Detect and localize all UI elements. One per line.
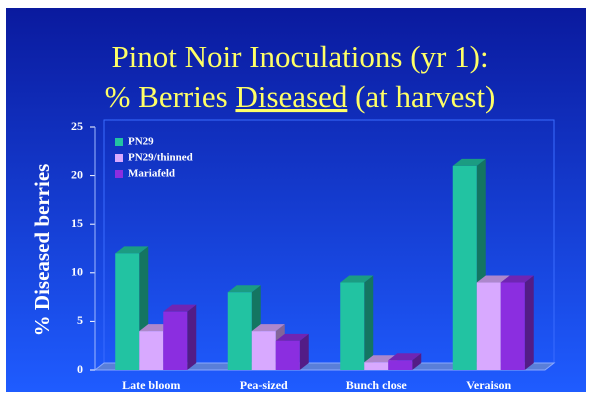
bar-side: [187, 304, 197, 370]
chart-title: % Berries Diseased (at harvest): [105, 79, 496, 114]
y-tick-label: 10: [71, 265, 83, 279]
bar-front: [163, 311, 188, 370]
title-part: (at harvest): [347, 79, 495, 114]
y-tick-label: 15: [71, 216, 83, 230]
bar-front: [476, 282, 501, 370]
x-tick-label: Pea-sized: [240, 378, 288, 392]
bar-top: [163, 304, 197, 312]
bar-top: [340, 275, 374, 283]
bar-front: [251, 331, 276, 370]
y-tick-label: 20: [71, 167, 83, 181]
x-tick-label: Bunch close: [346, 378, 408, 392]
legend-swatch: [115, 138, 123, 146]
bar-top: [500, 275, 534, 283]
bar-front: [500, 282, 525, 370]
bar-side: [299, 333, 309, 370]
bar-top: [388, 353, 422, 361]
bar: [340, 275, 374, 370]
bar: [500, 275, 534, 370]
bar: [388, 353, 422, 370]
bar-front: [139, 331, 164, 370]
bar: [275, 333, 309, 370]
bar-side: [524, 275, 534, 370]
bar-front: [227, 292, 252, 370]
legend-label: PN29/thinned: [128, 152, 193, 164]
title-part: % Berries: [105, 79, 236, 114]
bar-top: [476, 275, 510, 283]
legend-swatch: [115, 170, 123, 178]
bar-front: [388, 360, 413, 370]
bar-top: [115, 246, 149, 254]
bar-top: [251, 324, 285, 332]
chart-title: Pinot Noir Inoculations (yr 1):: [111, 39, 488, 74]
y-tick-label: 0: [77, 362, 83, 376]
bar: [163, 304, 197, 370]
bar-front: [275, 340, 300, 370]
x-tick-label: Late bloom: [122, 378, 180, 392]
legend-label: Mariafeld: [128, 168, 175, 180]
bar-front: [452, 165, 477, 370]
x-tick-label: Veraison: [466, 378, 511, 392]
legend-label: PN29: [128, 136, 154, 148]
bar-front: [115, 253, 140, 370]
bar-top: [227, 285, 261, 293]
legend-swatch: [115, 154, 123, 162]
bar-top: [452, 158, 486, 166]
bar-front: [340, 282, 365, 370]
bar-front: [364, 362, 389, 370]
y-tick-label: 25: [71, 119, 83, 133]
title-part: Diseased: [235, 79, 347, 114]
y-tick-label: 5: [77, 313, 83, 327]
bar-side: [412, 353, 422, 370]
y-axis-label: % Diseased berries: [30, 164, 54, 337]
bar-side: [364, 275, 374, 370]
bar-top: [275, 333, 309, 341]
